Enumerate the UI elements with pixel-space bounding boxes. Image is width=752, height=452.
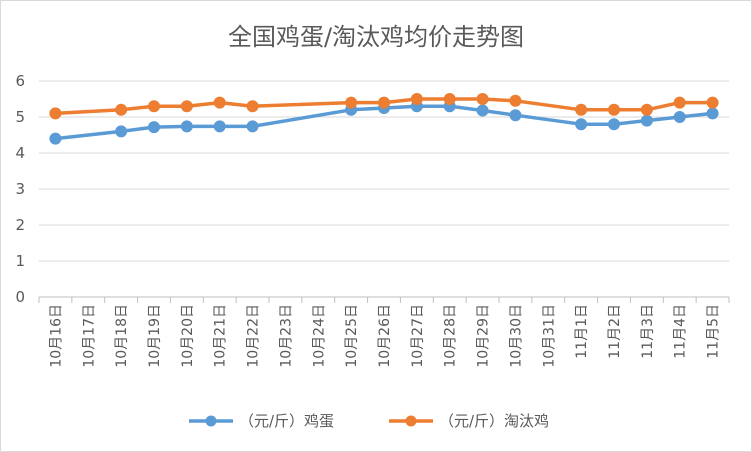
legend-label-1: （元/斤）淘汰鸡 <box>439 412 549 430</box>
series-group <box>49 93 719 145</box>
data-point-0 <box>49 132 62 145</box>
x-tick-label: 10月18日 <box>114 304 130 368</box>
x-tick-label: 11月5日 <box>706 304 722 359</box>
data-point-1 <box>148 100 160 113</box>
data-point-1 <box>410 93 423 105</box>
data-point-0 <box>213 120 226 133</box>
x-tick-label: 11月1日 <box>574 304 590 359</box>
data-point-0 <box>476 104 489 117</box>
x-tick-label: 10月31日 <box>541 304 557 368</box>
data-point-0 <box>640 114 653 127</box>
x-tick-label: 11月3日 <box>640 304 656 359</box>
x-tick-label: 11月2日 <box>607 304 623 359</box>
x-tick-label: 10月30日 <box>508 304 524 368</box>
x-tick-label: 10月21日 <box>213 304 229 368</box>
legend-label-0: （元/斤）鸡蛋 <box>239 412 334 430</box>
x-tick-label: 10月22日 <box>246 304 262 368</box>
data-point-0 <box>575 118 588 131</box>
data-point-1 <box>706 96 719 109</box>
y-tick-label: 5 <box>15 108 25 126</box>
data-point-1 <box>443 93 456 105</box>
y-tick-label: 1 <box>15 252 25 270</box>
x-tick-label: 11月4日 <box>673 304 689 359</box>
data-point-0 <box>148 121 160 134</box>
legend-marker-0 <box>205 415 217 427</box>
x-tick-label: 10月20日 <box>180 304 196 368</box>
data-point-0 <box>608 118 620 131</box>
data-point-1 <box>115 103 128 116</box>
y-tick-label: 4 <box>15 144 25 162</box>
x-tick-label: 10月17日 <box>81 304 97 368</box>
legend-marker-1 <box>405 415 417 427</box>
data-point-1 <box>673 96 686 109</box>
y-tick-label: 0 <box>15 288 25 306</box>
x-tick-label: 10月25日 <box>344 304 360 368</box>
data-point-0 <box>509 109 522 122</box>
y-axis-ticks: 0 1 2 3 4 5 6 <box>15 72 25 306</box>
data-point-1 <box>378 96 390 109</box>
x-tick-label: 10月23日 <box>278 304 294 368</box>
x-tick-label: 10月28日 <box>443 304 459 368</box>
data-point-1 <box>575 103 588 116</box>
x-tick-label: 10月29日 <box>476 304 492 368</box>
data-point-0 <box>246 120 259 133</box>
y-tick-label: 2 <box>15 216 25 234</box>
data-point-1 <box>509 94 522 107</box>
legend: （元/斤）鸡蛋 （元/斤）淘汰鸡 <box>189 412 549 430</box>
data-point-1 <box>180 100 193 113</box>
data-point-1 <box>476 93 489 105</box>
x-tick-label: 10月16日 <box>48 304 64 368</box>
data-point-0 <box>673 111 686 123</box>
data-point-0 <box>115 125 128 138</box>
data-point-1 <box>640 103 653 116</box>
data-point-1 <box>246 100 259 113</box>
y-tick-label: 3 <box>15 180 25 198</box>
x-tick-label: 10月26日 <box>377 304 393 368</box>
y-tick-label: 6 <box>15 72 25 90</box>
x-axis-ticks: 10月16日 10月17日 10月18日 10月19日 10月20日 10月21日 10月2… <box>48 304 721 368</box>
data-point-0 <box>706 107 719 120</box>
grid-lines <box>39 80 729 262</box>
x-tick-label: 10月19日 <box>147 304 163 368</box>
x-axis <box>38 296 730 303</box>
data-point-1 <box>49 107 62 120</box>
data-point-0 <box>180 120 193 133</box>
data-point-1 <box>345 96 358 109</box>
data-point-1 <box>213 96 226 109</box>
x-tick-label: 10月27日 <box>410 304 426 368</box>
chart-title: 全国鸡蛋/淘汰鸡均价走势图 <box>228 23 524 51</box>
x-tick-label: 10月24日 <box>311 304 327 368</box>
data-point-1 <box>608 103 620 116</box>
